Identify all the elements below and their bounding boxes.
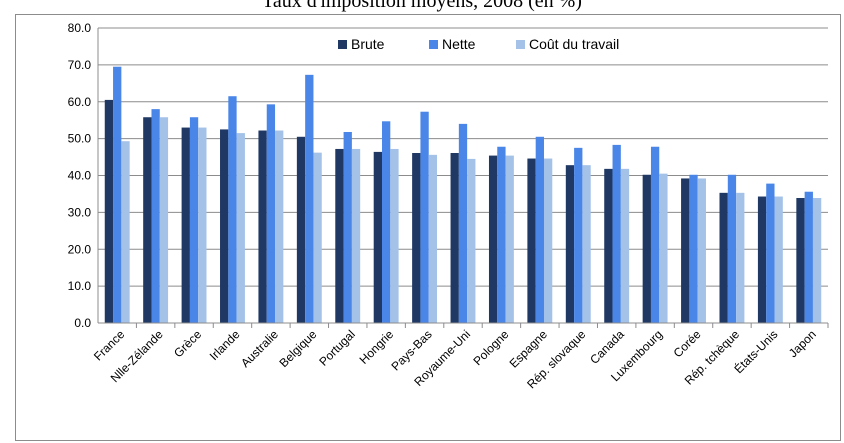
bar: [650, 146, 660, 323]
bar: [236, 133, 245, 323]
y-tick-label: 50.0: [68, 132, 92, 146]
bar: [766, 183, 775, 323]
bar: [488, 155, 498, 323]
bar: [689, 174, 698, 323]
chart-frame: [15, 14, 841, 441]
legend-swatch: [338, 40, 347, 49]
bar: [275, 130, 284, 323]
bar: [642, 174, 651, 323]
bar: [351, 148, 361, 323]
y-tick-label: 60.0: [68, 95, 92, 109]
bar: [527, 158, 536, 323]
bar: [198, 127, 207, 323]
y-tick-label: 30.0: [68, 205, 92, 219]
x-tick-label: Corée: [671, 327, 704, 360]
bar: [450, 153, 459, 323]
bar: [258, 130, 267, 323]
x-tick-label: Australie: [238, 327, 281, 370]
bar: [543, 158, 553, 323]
bar: [181, 127, 190, 323]
bar: [228, 96, 237, 323]
bar: [620, 168, 630, 323]
bar: [113, 66, 122, 323]
bar: [220, 129, 229, 323]
x-tick-label: Japon: [786, 327, 819, 360]
x-tick-label: Irlande: [207, 327, 243, 363]
y-axis-tick-labels: 0.0 10.0 20.0 30.0 40.0 50.0 60.0 70.0 80.0: [68, 21, 92, 330]
x-tick-label: Grèce: [171, 327, 204, 360]
legend: Brute Nette Coût du travail: [338, 36, 619, 52]
bar: [335, 148, 344, 323]
bar: [812, 197, 822, 323]
x-tick-label: Belgique: [277, 327, 320, 370]
y-tick-label: 0.0: [74, 316, 91, 330]
bar: [343, 131, 352, 323]
bar: [719, 192, 728, 323]
bar: [373, 151, 383, 323]
legend-label: Coût du travail: [529, 36, 619, 52]
bar: [428, 154, 438, 323]
bar: [774, 196, 783, 323]
bar: [757, 196, 767, 323]
bar: [189, 117, 199, 323]
legend-swatch: [429, 40, 438, 49]
bar: [697, 178, 706, 323]
x-tick-label: Pologne: [470, 327, 511, 368]
bar: [467, 158, 476, 323]
bar: [420, 111, 429, 323]
legend-swatch: [516, 40, 525, 49]
bars: [104, 66, 822, 323]
bar: [159, 117, 169, 323]
bar: [612, 144, 621, 323]
bar: [796, 197, 805, 323]
bar: [604, 168, 613, 323]
bar: [121, 141, 130, 323]
x-tick-label: Portugal: [316, 327, 358, 369]
y-tick-label: 20.0: [68, 242, 92, 256]
bar: [313, 152, 322, 323]
legend-label: Brute: [351, 36, 385, 52]
bar: [505, 155, 514, 323]
bar: [804, 191, 813, 323]
axes: [97, 28, 829, 328]
bar: [681, 178, 690, 323]
y-tick-label: 10.0: [68, 279, 92, 293]
bar: [535, 136, 544, 323]
y-tick-label: 80.0: [68, 21, 92, 35]
y-tick-label: 70.0: [68, 58, 92, 72]
bar: [305, 74, 314, 323]
bar: [151, 109, 160, 323]
bar: [727, 174, 737, 323]
bar: [736, 192, 745, 323]
bar: [497, 146, 506, 323]
bar: [390, 148, 399, 323]
bar: [296, 136, 306, 323]
bar: [412, 153, 421, 323]
chart-title: Taux d'imposition moyens, 2008 (en %): [262, 0, 582, 12]
bar: [659, 173, 668, 323]
bar: [266, 104, 276, 323]
bar: [582, 165, 591, 323]
bar: [143, 117, 152, 323]
x-tick-label: France: [91, 327, 128, 364]
bar: [574, 147, 583, 323]
bar: [104, 99, 114, 323]
bar: [565, 165, 575, 323]
legend-label: Nette: [442, 36, 476, 52]
bar: [382, 121, 391, 323]
bar: [458, 123, 468, 323]
y-tick-label: 40.0: [68, 169, 92, 183]
